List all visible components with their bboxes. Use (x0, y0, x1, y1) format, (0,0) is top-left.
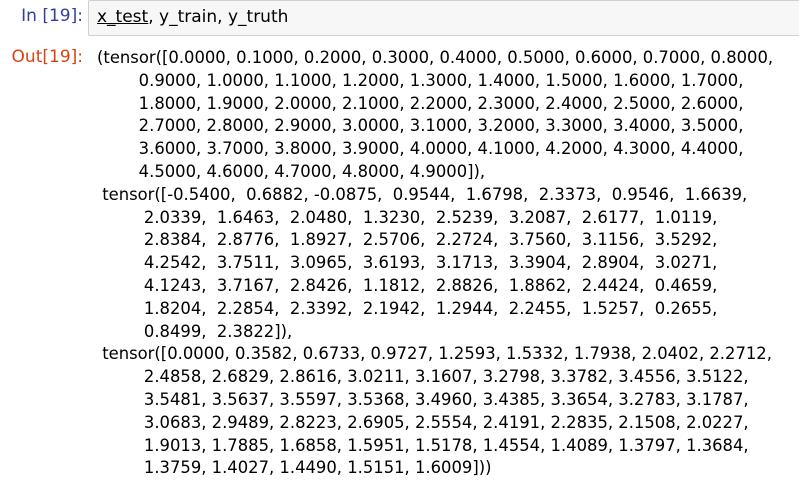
output-line: 0.8499, 2.3822]), (97, 321, 293, 341)
output-line: 2.0339, 1.6463, 2.0480, 1.3230, 2.5239, … (97, 207, 718, 227)
output-line: tensor([0.0000, 0.3582, 0.6733, 0.9727, … (97, 344, 772, 364)
output-line: 3.0683, 2.9489, 2.8223, 2.6905, 2.5554, … (97, 412, 749, 432)
output-line: 1.9013, 1.7885, 1.6858, 1.5951, 1.5178, … (97, 435, 749, 455)
output-line: 2.7000, 2.8000, 2.9000, 3.0000, 3.1000, … (97, 116, 744, 136)
output-area: (tensor([0.0000, 0.1000, 0.2000, 0.3000,… (97, 47, 797, 480)
output-line: 3.6000, 3.7000, 3.8000, 3.9000, 4.0000, … (97, 139, 744, 159)
output-line: (tensor([0.0000, 0.1000, 0.2000, 0.3000,… (97, 48, 774, 67)
code-variable-x-test: x_test (97, 7, 149, 27)
output-line: 4.5000, 4.6000, 4.7000, 4.8000, 4.9000])… (97, 161, 486, 181)
input-prompt: In [19]: (21, 6, 83, 26)
output-line: 1.8000, 1.9000, 2.0000, 2.1000, 2.2000, … (97, 93, 744, 113)
output-line: 1.3759, 1.4027, 1.4490, 1.5151, 1.6009])… (97, 458, 492, 478)
code-text[interactable]: x_test, y_train, y_truth (97, 7, 288, 27)
output-line: 3.5481, 3.5637, 3.5597, 3.5368, 3.4960, … (97, 389, 749, 409)
output-line: 2.8384, 2.8776, 1.8927, 2.5706, 2.2724, … (97, 230, 718, 250)
output-line: 4.1243, 3.7167, 2.8426, 1.1812, 2.8826, … (97, 275, 718, 295)
output-line: 0.9000, 1.0000, 1.1000, 1.2000, 1.3000, … (97, 70, 744, 90)
code-variables-rest: , y_train, y_truth (148, 7, 289, 27)
code-input-cell[interactable]: x_test, y_train, y_truth (88, 0, 799, 36)
output-line: 2.4858, 2.6829, 2.8616, 3.0211, 3.1607, … (97, 367, 749, 387)
output-line: 1.8204, 2.2854, 2.3392, 2.1942, 1.2944, … (97, 298, 718, 318)
output-prompt: Out[19]: (11, 47, 83, 67)
output-line: 4.2542, 3.7511, 3.0965, 3.6193, 3.1713, … (97, 253, 718, 273)
output-line: tensor([-0.5400, 0.6882, -0.0875, 0.9544… (97, 184, 748, 204)
